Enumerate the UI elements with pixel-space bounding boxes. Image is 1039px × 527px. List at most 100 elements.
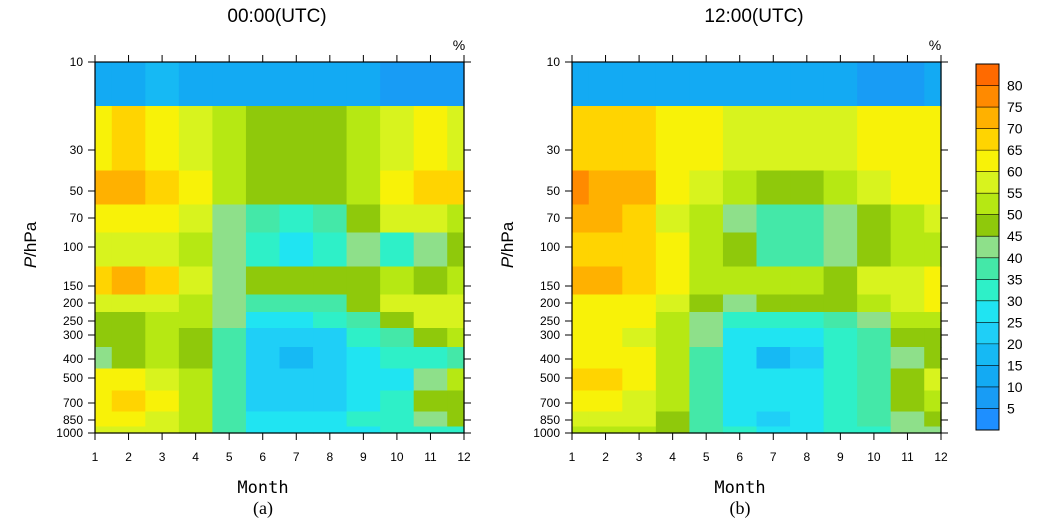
heat-cell bbox=[413, 294, 448, 313]
heat-cell bbox=[313, 328, 348, 348]
heat-cell bbox=[279, 368, 314, 392]
heat-cell bbox=[447, 347, 465, 370]
colorbar-label: 60 bbox=[1007, 164, 1023, 180]
y-tick-label: 300 bbox=[540, 328, 560, 342]
heat-cell bbox=[111, 62, 146, 107]
heat-cell bbox=[413, 368, 448, 392]
heat-cell bbox=[572, 328, 590, 348]
heat-cell bbox=[890, 312, 925, 329]
y-tick-label: 30 bbox=[547, 143, 561, 157]
heat-cell bbox=[178, 62, 214, 107]
colorbar-label: 5 bbox=[1007, 400, 1015, 416]
heat-cell bbox=[145, 170, 180, 206]
heat-cell bbox=[245, 368, 281, 392]
heat-cell bbox=[790, 328, 825, 348]
heat-cell bbox=[380, 266, 415, 296]
heat-cell bbox=[823, 294, 858, 313]
heat-cell bbox=[924, 347, 942, 370]
heat-cell bbox=[279, 232, 314, 268]
heat-cell bbox=[622, 390, 657, 413]
heat-cell bbox=[178, 294, 214, 313]
heat-cell bbox=[756, 426, 791, 434]
panel-a-x-axis-label: Month bbox=[237, 478, 288, 498]
heat-cell bbox=[245, 204, 281, 234]
heat-cell bbox=[245, 328, 281, 348]
heat-cell bbox=[890, 390, 925, 413]
heat-cell bbox=[111, 170, 146, 206]
heat-cell bbox=[622, 266, 657, 296]
heat-cell bbox=[346, 368, 381, 392]
x-tick-label: 2 bbox=[125, 450, 132, 464]
heat-cell bbox=[622, 62, 657, 107]
heat-cell bbox=[212, 62, 247, 107]
heat-cell bbox=[212, 294, 247, 313]
heat-cell bbox=[572, 426, 590, 434]
heat-cell bbox=[823, 347, 858, 370]
heat-cell bbox=[790, 170, 825, 206]
heat-cell bbox=[722, 106, 758, 172]
heat-cell bbox=[413, 232, 448, 268]
heat-cell bbox=[622, 312, 657, 329]
heat-cell bbox=[588, 232, 623, 268]
heat-cell bbox=[95, 312, 113, 329]
x-tick-label: 3 bbox=[159, 450, 166, 464]
colorbar-swatch bbox=[976, 365, 999, 388]
heat-cell bbox=[279, 390, 314, 413]
colorbar-swatch bbox=[976, 343, 999, 366]
panel-a-y-axis-label: P/hPa bbox=[21, 221, 40, 268]
heat-cell bbox=[857, 328, 892, 348]
colorbar-label: 10 bbox=[1007, 379, 1023, 395]
heat-cell bbox=[622, 106, 657, 172]
panel-b-y-axis-label-var: P bbox=[498, 256, 517, 268]
heat-cell bbox=[890, 294, 925, 313]
heat-cell bbox=[655, 368, 691, 392]
panel-a-title: 00:00(UTC) bbox=[227, 6, 326, 27]
heat-cell bbox=[447, 170, 465, 206]
heat-cell bbox=[689, 106, 724, 172]
heat-cell bbox=[313, 232, 348, 268]
heat-cell bbox=[178, 426, 214, 434]
heat-cell bbox=[572, 390, 590, 413]
heat-cell bbox=[622, 328, 657, 348]
heat-cell bbox=[622, 411, 657, 428]
heat-cell bbox=[145, 411, 180, 428]
heat-cell bbox=[212, 232, 247, 268]
heat-cell bbox=[279, 347, 314, 370]
heat-cell bbox=[689, 62, 724, 107]
heat-cell bbox=[447, 106, 465, 172]
x-tick-label: 4 bbox=[192, 450, 199, 464]
heat-cell bbox=[145, 328, 180, 348]
heat-cell bbox=[756, 411, 791, 428]
colorbar-label: 45 bbox=[1007, 228, 1023, 244]
heat-cell bbox=[756, 204, 791, 234]
heat-cell bbox=[95, 266, 113, 296]
heat-cell bbox=[447, 312, 465, 329]
heat-cell bbox=[572, 294, 590, 313]
heat-cell bbox=[890, 411, 925, 428]
heat-cell bbox=[212, 170, 247, 206]
x-tick-label: 6 bbox=[259, 450, 266, 464]
colorbar-label: 55 bbox=[1007, 185, 1023, 201]
heat-cell bbox=[245, 294, 281, 313]
heat-cell bbox=[655, 312, 691, 329]
heat-cell bbox=[313, 411, 348, 428]
y-tick-label: 1000 bbox=[56, 426, 83, 440]
heat-cell bbox=[823, 328, 858, 348]
heat-cell bbox=[346, 170, 381, 206]
heat-cell bbox=[178, 347, 214, 370]
heat-cell bbox=[756, 368, 791, 392]
heat-cell bbox=[572, 62, 590, 107]
heat-cell bbox=[756, 266, 791, 296]
heat-cell bbox=[145, 204, 180, 234]
heat-cell bbox=[447, 266, 465, 296]
heat-cell bbox=[413, 411, 448, 428]
heat-cell bbox=[245, 312, 281, 329]
heat-cell bbox=[380, 368, 415, 392]
x-tick-label: 3 bbox=[636, 450, 643, 464]
heat-cell bbox=[857, 266, 892, 296]
colorbar-swatch bbox=[976, 64, 999, 86]
heat-cell bbox=[313, 368, 348, 392]
x-tick-label: 5 bbox=[226, 450, 233, 464]
